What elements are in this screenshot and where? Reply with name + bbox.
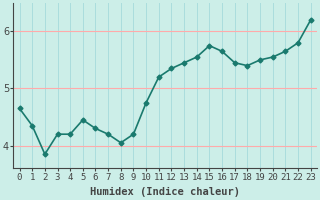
X-axis label: Humidex (Indice chaleur): Humidex (Indice chaleur) [90,187,240,197]
